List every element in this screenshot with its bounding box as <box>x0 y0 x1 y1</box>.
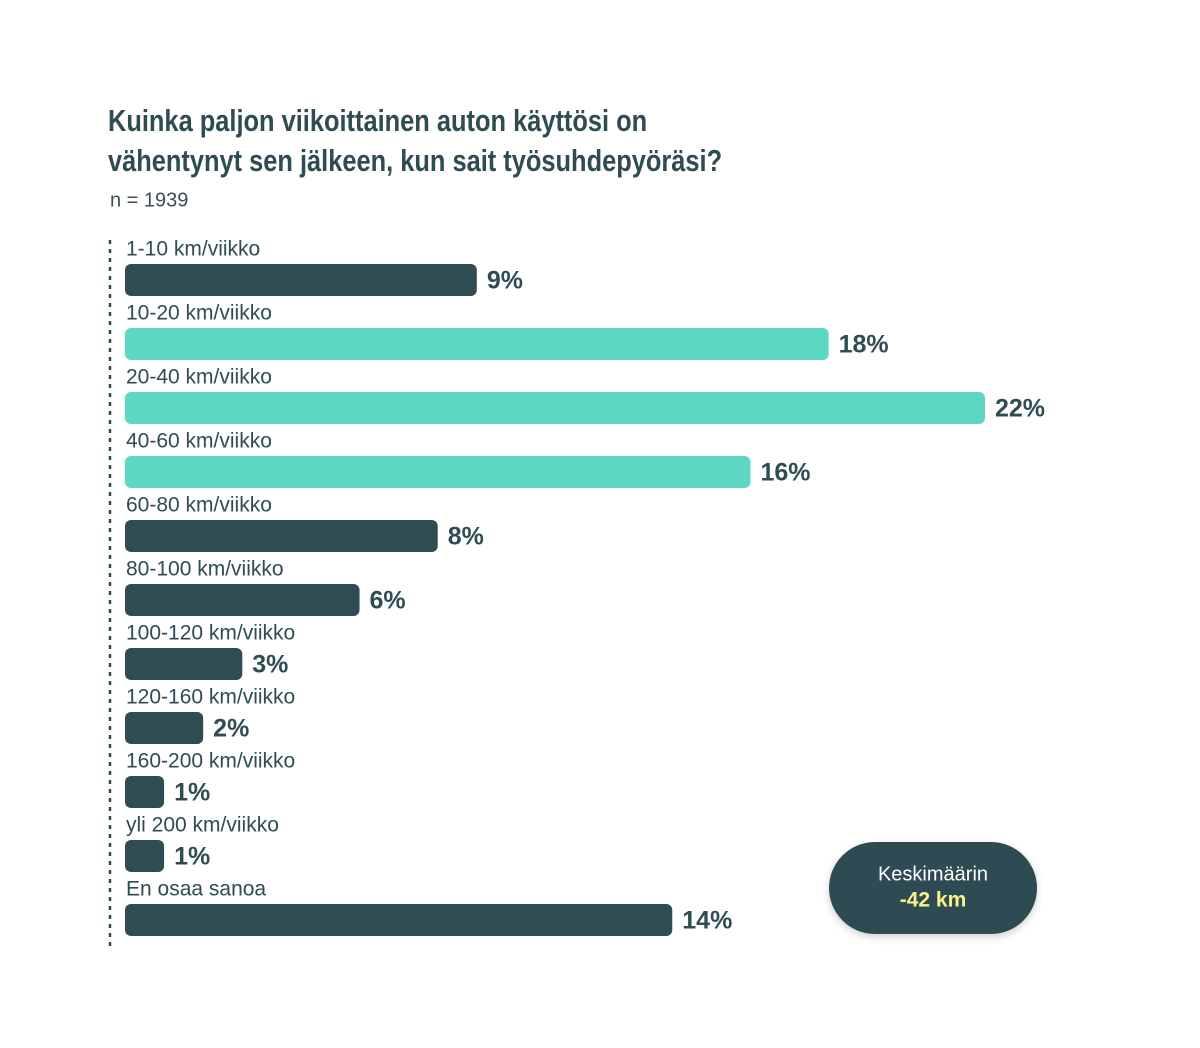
chart-title: vähentynyt sen jälkeen, kun sait työsuhd… <box>108 144 722 179</box>
value-label: 18% <box>839 331 889 359</box>
category-label: 120-160 km/viikko <box>126 686 295 709</box>
category-label: 10-20 km/viikko <box>126 302 272 325</box>
bar <box>125 840 165 872</box>
bar <box>125 264 477 296</box>
category-label: 60-80 km/viikko <box>126 494 272 517</box>
bar <box>125 904 673 936</box>
category-label: 40-60 km/viikko <box>126 430 272 453</box>
value-label: 6% <box>370 587 406 615</box>
value-label: 1% <box>174 843 210 871</box>
value-label: 22% <box>995 395 1045 423</box>
bar <box>125 648 243 680</box>
category-label: 160-200 km/viikko <box>126 750 295 773</box>
category-label: 20-40 km/viikko <box>126 366 272 389</box>
bar <box>125 328 829 360</box>
value-label: 1% <box>174 779 210 807</box>
value-label: 3% <box>252 651 288 679</box>
category-label: 100-120 km/viikko <box>126 622 295 645</box>
bar <box>125 456 751 488</box>
bar <box>125 776 165 808</box>
value-label: 8% <box>448 523 484 551</box>
value-label: 9% <box>487 267 523 295</box>
value-label: 2% <box>213 715 249 743</box>
bar <box>125 584 360 616</box>
value-label: 14% <box>682 907 732 935</box>
value-label: 16% <box>760 459 810 487</box>
bar <box>125 712 204 744</box>
category-label: 80-100 km/viikko <box>126 558 284 581</box>
average-badge <box>829 842 1037 934</box>
badge-label: Keskimäärin <box>878 863 988 885</box>
chart-subtitle: n = 1939 <box>110 189 188 211</box>
bar <box>125 392 985 424</box>
category-label: yli 200 km/viikko <box>126 814 279 837</box>
category-label: En osaa sanoa <box>126 878 266 901</box>
category-label: 1-10 km/viikko <box>126 238 260 261</box>
bar <box>125 520 438 552</box>
chart-title: Kuinka paljon viikoittainen auton käyttö… <box>108 104 647 139</box>
badge-value: -42 km <box>900 889 967 912</box>
